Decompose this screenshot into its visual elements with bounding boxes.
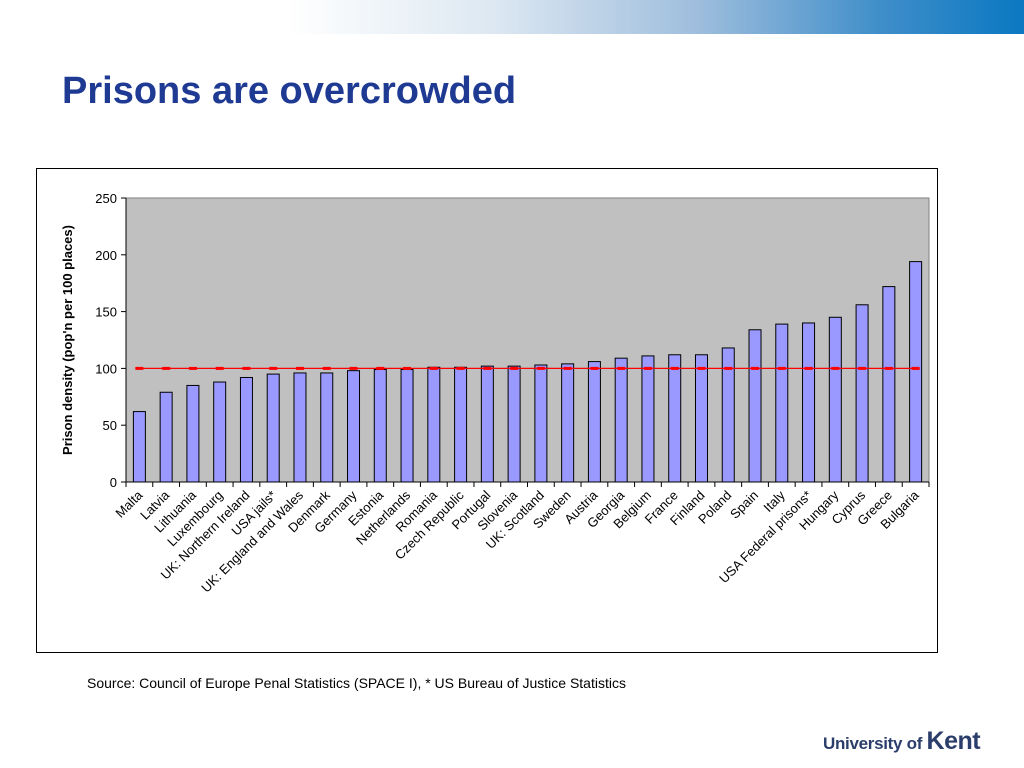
bar bbox=[400, 369, 414, 483]
bar bbox=[454, 366, 468, 483]
bar bbox=[266, 373, 280, 483]
plot-area bbox=[125, 197, 930, 483]
bar bbox=[641, 355, 655, 483]
x-category-label: Spain bbox=[727, 488, 761, 522]
header-gradient-band bbox=[0, 0, 1024, 34]
bar bbox=[480, 365, 494, 483]
bar bbox=[802, 322, 816, 483]
bar bbox=[239, 376, 253, 483]
bar bbox=[694, 354, 708, 483]
logo-prefix: University of bbox=[823, 734, 923, 753]
slide-title: Prisons are overcrowded bbox=[62, 70, 517, 112]
bar bbox=[775, 323, 789, 483]
bar bbox=[561, 363, 575, 483]
bar bbox=[855, 304, 869, 483]
y-tick-label: 150 bbox=[95, 305, 117, 320]
y-axis-label: Prison density (pop'n per 100 places) bbox=[60, 225, 75, 455]
source-note: Source: Council of Europe Penal Statisti… bbox=[87, 675, 626, 691]
bar-chart: 0 50 100 150 200 250 Prison density (pop'n per… bbox=[60, 191, 930, 595]
bar bbox=[132, 411, 146, 483]
bar bbox=[614, 357, 628, 483]
y-tick-label: 250 bbox=[95, 191, 117, 206]
bar bbox=[909, 261, 923, 483]
bar bbox=[882, 286, 896, 483]
bar bbox=[373, 369, 387, 483]
bar bbox=[320, 372, 334, 483]
bar bbox=[828, 316, 842, 483]
bar bbox=[186, 384, 200, 483]
university-logo: University of Kent bbox=[823, 727, 981, 756]
logo-name: Kent bbox=[926, 727, 981, 755]
y-tick-label: 100 bbox=[95, 361, 117, 376]
bar bbox=[213, 381, 227, 483]
bar bbox=[587, 361, 601, 483]
bar bbox=[748, 329, 762, 483]
bar bbox=[427, 366, 441, 483]
bar bbox=[347, 370, 361, 483]
y-tick-label: 0 bbox=[110, 475, 117, 490]
bar bbox=[159, 391, 173, 483]
bar bbox=[507, 365, 521, 483]
chart-frame: 0 50 100 150 200 250 Prison density (pop'n per… bbox=[36, 168, 938, 653]
y-tick-label: 200 bbox=[95, 248, 117, 263]
y-tick-label: 50 bbox=[103, 418, 117, 433]
bar bbox=[668, 354, 682, 483]
bar bbox=[293, 372, 307, 483]
bar bbox=[534, 364, 548, 483]
